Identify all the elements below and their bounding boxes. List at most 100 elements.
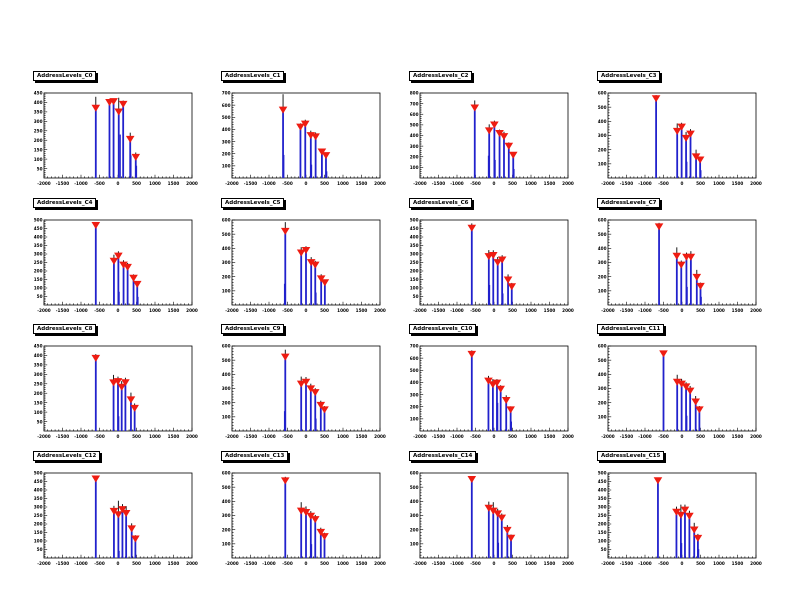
- marker-triangle: [296, 123, 305, 131]
- marker-triangle: [306, 385, 316, 393]
- marker-triangle: [685, 512, 694, 520]
- x-tick-label: 1000: [337, 181, 349, 186]
- x-tick-label: 0: [493, 561, 496, 566]
- histogram-title: AddressLevels_C10: [409, 324, 477, 335]
- pad-C1: AddressLevels_C1 -2000 -1500 -1000 -500 0 500 1…: [216, 66, 404, 192]
- y-tick-label: 350: [410, 243, 419, 248]
- y-tick-label: 200: [598, 400, 607, 405]
- x-tick-label: -500: [282, 434, 293, 439]
- marker-triangle: [310, 261, 320, 269]
- x-tick-label: 500: [132, 434, 141, 439]
- y-tick-label: 100: [222, 288, 231, 293]
- x-tick-label: 1500: [732, 561, 744, 566]
- x-tick-label: 2000: [186, 308, 198, 313]
- y-tick-label: 600: [222, 217, 231, 222]
- y-tick-label: 400: [222, 499, 231, 504]
- marker-triangle: [320, 278, 330, 286]
- y-tick-label: 150: [34, 530, 43, 535]
- x-tick-label: 1000: [713, 561, 725, 566]
- x-tick-label: 500: [320, 308, 329, 313]
- y-tick-label: 200: [222, 527, 231, 532]
- x-tick-label: -2000: [601, 308, 614, 313]
- y-tick-label: 450: [34, 91, 43, 96]
- y-tick-label: 200: [222, 274, 231, 279]
- y-tick-label: 300: [410, 144, 419, 149]
- y-tick-label: 200: [222, 151, 231, 156]
- marker-triangle: [91, 221, 101, 229]
- y-tick-label: 250: [34, 260, 43, 265]
- marker-triangle: [488, 507, 498, 515]
- histogram-title: AddressLevels_C3: [597, 71, 661, 82]
- x-tick-label: -1500: [244, 561, 257, 566]
- x-tick-label: 2000: [374, 434, 386, 439]
- x-tick-label: -500: [658, 561, 669, 566]
- x-tick-label: 2000: [186, 561, 198, 566]
- y-tick-label: 150: [34, 400, 43, 405]
- y-tick-label: 100: [222, 541, 231, 546]
- marker-triangle: [296, 248, 306, 256]
- marker-triangle: [311, 133, 320, 141]
- y-tick-label: 50: [37, 166, 43, 171]
- y-tick-label: 350: [598, 496, 607, 501]
- marker-triangle: [691, 153, 701, 161]
- marker-triangle: [301, 508, 311, 516]
- marker-triangle: [306, 258, 316, 266]
- y-tick-label: 450: [410, 226, 419, 231]
- x-tick-label: -1000: [262, 434, 275, 439]
- y-tick-label: 600: [410, 470, 419, 475]
- x-tick-label: 2000: [186, 434, 198, 439]
- x-tick-label: 1500: [168, 561, 180, 566]
- x-tick-label: -1500: [244, 434, 257, 439]
- y-tick-label: 400: [410, 380, 419, 385]
- marker-triangle: [499, 133, 509, 141]
- histogram-C11: -2000 -1500 -1000 -500 0 500 1000 1500 2000 100 20…: [598, 344, 762, 439]
- y-tick-label: 500: [34, 217, 43, 222]
- marker-triangle: [470, 104, 480, 112]
- x-tick-label: 1000: [337, 308, 349, 313]
- x-tick-label: -2000: [225, 561, 238, 566]
- x-tick-label: 0: [305, 434, 308, 439]
- x-tick-label: -1500: [620, 181, 633, 186]
- x-tick-label: -1500: [56, 434, 69, 439]
- marker-triangle: [686, 130, 695, 138]
- x-tick-label: 0: [681, 561, 684, 566]
- x-tick-label: -2000: [413, 434, 426, 439]
- x-tick-label: 0: [493, 434, 496, 439]
- pad-C8: AddressLevels_C8 -2000 -1500 -1000 -500 0 500 1…: [28, 319, 216, 445]
- marker-triangle: [488, 251, 498, 259]
- x-tick-label: -500: [282, 308, 293, 313]
- x-tick-label: -2000: [601, 561, 614, 566]
- marker-triangle: [681, 134, 691, 142]
- x-tick-label: 2000: [750, 181, 762, 186]
- marker-triangle: [113, 378, 123, 386]
- marker-triangle: [507, 282, 517, 290]
- y-tick-label: 400: [598, 119, 607, 124]
- x-tick-label: 1500: [168, 434, 180, 439]
- y-tick-label: 300: [34, 119, 43, 124]
- y-tick-label: 500: [222, 115, 231, 120]
- y-tick-label: 450: [34, 479, 43, 484]
- y-tick-label: 200: [222, 400, 231, 405]
- y-tick-label: 300: [598, 386, 607, 391]
- x-tick-label: 1000: [713, 434, 725, 439]
- x-tick-label: 1000: [149, 434, 161, 439]
- y-tick-label: 300: [410, 392, 419, 397]
- x-tick-label: -2000: [601, 181, 614, 186]
- marker-triangle: [504, 142, 514, 150]
- marker-triangle: [695, 406, 704, 414]
- x-tick-label: 1000: [149, 561, 161, 566]
- y-tick-label: 400: [410, 133, 419, 138]
- x-tick-label: -1000: [74, 181, 87, 186]
- x-tick-label: -2000: [413, 561, 426, 566]
- y-tick-label: 350: [34, 363, 43, 368]
- marker-triangle: [123, 263, 132, 271]
- pad-C12: AddressLevels_C12 -2000 -1500 -1000 -500 0 500…: [28, 446, 216, 572]
- x-tick-label: 1500: [732, 181, 744, 186]
- histogram-C15: -2000 -1500 -1000 -500 0 500 1000 1500 2000 50 100…: [598, 470, 762, 566]
- x-tick-label: -2000: [601, 434, 614, 439]
- y-tick-label: 200: [598, 521, 607, 526]
- marker-triangle: [681, 383, 691, 391]
- x-tick-label: 2000: [562, 181, 574, 186]
- marker-triangle: [506, 406, 515, 414]
- x-tick-label: -1000: [450, 434, 463, 439]
